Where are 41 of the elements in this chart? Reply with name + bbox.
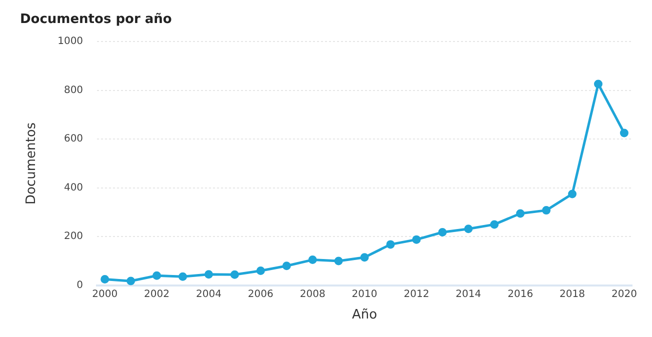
point [100,275,110,284]
point [594,80,602,88]
point [126,276,136,286]
y-tick-label: 400 [64,182,84,194]
x-tick-label: 2002 [144,288,170,300]
x-tick-label: 2016 [508,288,534,300]
y-tick-label: 1000 [58,36,84,48]
y-tick-label: 200 [64,231,84,242]
y-axis-title: Documentos [24,122,40,205]
point [360,253,369,262]
point [542,206,551,215]
point [178,272,187,281]
point [464,224,473,234]
point [204,270,213,279]
x-tick-label: 2006 [248,288,274,300]
point [334,256,343,266]
x-tick-label: 2010 [352,288,378,300]
x-tick-label: 2000 [92,288,118,300]
chart-title: Documentos por año [20,12,172,28]
point [308,256,317,264]
point [152,271,162,280]
x-tick-label: 2008 [300,288,326,300]
point [568,190,577,198]
y-tick-label: 600 [64,134,84,145]
point [438,228,447,236]
point [230,270,239,279]
x-tick-label: 2020 [611,288,637,300]
x-tick-label: 2014 [456,288,482,300]
point [490,220,499,229]
point [282,262,291,270]
point [386,240,395,249]
point [516,209,525,218]
point [412,235,421,244]
point [256,266,265,276]
x-tick-label: 2012 [404,288,430,300]
point [620,128,628,138]
y-tick-label: 0 [76,280,84,291]
x-tick-label: 2018 [560,288,585,300]
x-axis-title: Año [352,308,378,323]
x-tick-label: 2004 [196,288,222,300]
y-tick-label: 800 [64,84,84,96]
